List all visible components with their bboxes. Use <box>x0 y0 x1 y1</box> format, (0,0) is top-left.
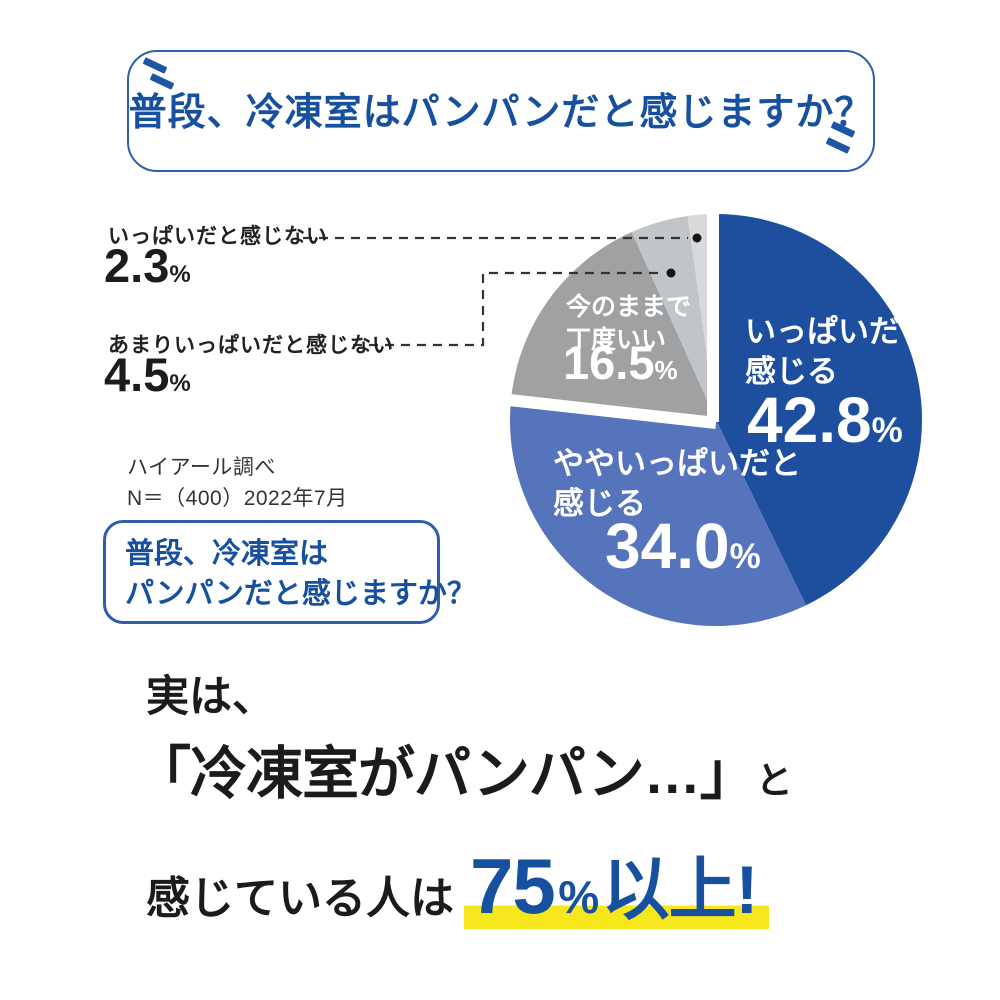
question-banner: 普段、冷凍室はパンパンだと感じますか？ <box>127 50 875 172</box>
conclusion-highlighted-stat: 75 % 以上! <box>464 834 770 933</box>
pie-chart <box>303 214 923 627</box>
percent-sign: % <box>169 370 191 397</box>
question-box-line2: パンパンだと感じますか？ <box>125 578 476 610</box>
callout-label-not-full: いっぱいだと感じない <box>108 225 328 248</box>
survey-source-line1: ハイアール調べ <box>127 456 276 479</box>
callout-value-not-really-full: 4.5% <box>104 351 191 398</box>
slice-label-just-right: 今のままで 丁度いい <box>566 293 692 354</box>
slice-value-somewhat-full: 34.0% <box>605 510 761 582</box>
callout-value-not-full: 2.3% <box>104 242 191 289</box>
question-box-line1: 普段、冷凍室は <box>125 538 329 570</box>
conclusion-stat-prefix: 感じている人は <box>146 874 454 923</box>
pie-slice-somewhat-full <box>509 396 806 627</box>
percent-sign: % <box>558 871 599 923</box>
pie-slice-not-really-full <box>631 216 716 420</box>
percent-sign: % <box>871 411 903 450</box>
percent-sign: % <box>729 537 761 576</box>
conclusion-quoted-text: 「冷凍室がパンパン…」 <box>134 742 757 806</box>
slice-value-just-right: 16.5% <box>563 336 678 389</box>
callout-number: 2.3 <box>104 239 170 292</box>
callout-dot-4-5 <box>666 268 676 278</box>
callout-label-not-really-full: あまりいっぱいだと感じない <box>108 334 394 357</box>
conclusion-quote-suffix: と <box>755 760 793 801</box>
banner-title: 普段、冷凍室はパンパンだと感じますか？ <box>128 91 874 134</box>
question-box: 普段、冷凍室は パンパンだと感じますか？ <box>103 520 476 624</box>
stat-suffix: 以上! <box>601 852 759 928</box>
conclusion-intro: 実は、 <box>146 673 275 721</box>
survey-source-line2: N＝（400）2022年7月 <box>127 487 348 510</box>
callout-leader-line-4-5 <box>353 271 662 347</box>
percent-sign: % <box>169 261 191 288</box>
survey-source: ハイアール調べ N＝（400）2022年7月 <box>127 452 348 514</box>
slice-value-full: 42.8% <box>747 384 903 456</box>
pie-slice-full <box>716 214 923 606</box>
slice-label-full: いっぱいだと 感じる <box>745 314 931 389</box>
callout-dot-2-3 <box>692 233 702 243</box>
stat-number: 75 <box>470 842 556 930</box>
conclusion-quote-line: 「冷凍室がパンパン…」 と <box>134 728 793 810</box>
pie-slice-just-right <box>511 232 716 420</box>
callout-number: 4.5 <box>104 348 170 401</box>
slice-separator-left <box>508 394 717 429</box>
percent-sign: % <box>654 355 678 385</box>
slice-label-somewhat-full: ややいっぱいだと 感じる <box>553 446 801 521</box>
conclusion-stat-line: 感じている人は 75 % 以上! <box>146 834 770 933</box>
